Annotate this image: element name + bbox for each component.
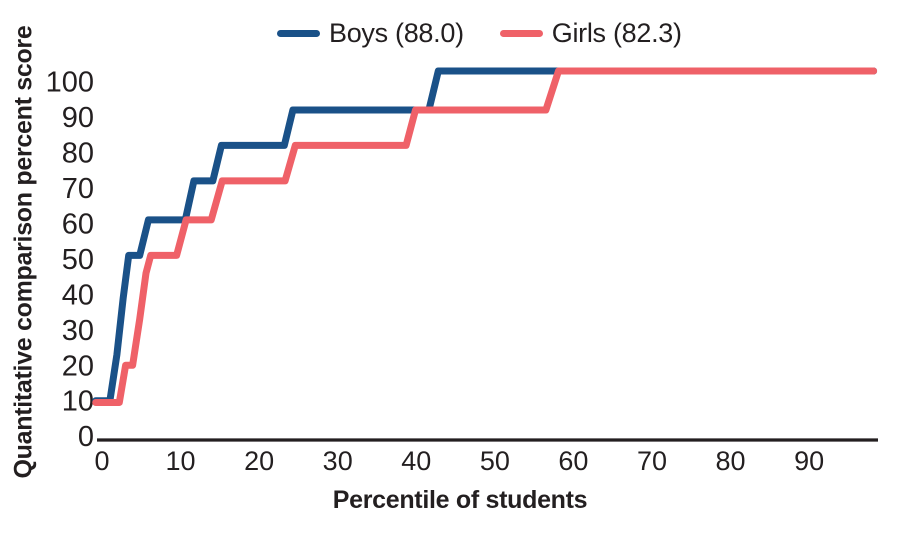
y-tick-label: 20 [62, 350, 94, 382]
x-tick-label: 0 [94, 446, 109, 476]
x-tick-label: 30 [323, 446, 353, 476]
y-tick-label: 80 [62, 138, 94, 170]
legend-line-girls-icon [499, 29, 543, 37]
y-tick-label: 90 [62, 102, 94, 134]
legend-label-girls: Girls (82.3) [551, 17, 682, 48]
x-tick-label: 60 [558, 446, 588, 476]
y-tick-label: 0 [78, 421, 94, 453]
x-tick-label: 50 [480, 446, 510, 476]
x-tick-label: 20 [244, 446, 274, 476]
x-tick-label: 70 [637, 446, 667, 476]
x-axis-title: Percentile of students [332, 486, 588, 514]
y-tick-label: 50 [62, 244, 94, 276]
x-tick-label: 80 [716, 446, 746, 476]
x-tick-label: 10 [166, 446, 196, 476]
x-tick-label: 90 [794, 446, 824, 476]
legend: Boys (88.0) Girls (82.3) [277, 18, 682, 48]
y-tick-label: 60 [62, 208, 94, 240]
legend-label-boys: Boys (88.0) [329, 17, 464, 48]
girls-series-line [92, 67, 878, 406]
boys-series-line [92, 67, 878, 405]
legend-line-boys-icon [277, 29, 320, 37]
y-tick-label: 10 [62, 386, 94, 418]
y-tick-label: 70 [62, 173, 94, 205]
y-tick-label: 100 [46, 67, 94, 99]
x-tick-label: 40 [401, 446, 431, 476]
y-axis-title: Quantitative comparison percent score [9, 25, 38, 479]
y-tick-label: 30 [62, 315, 94, 347]
y-tick-label: 40 [62, 279, 94, 311]
